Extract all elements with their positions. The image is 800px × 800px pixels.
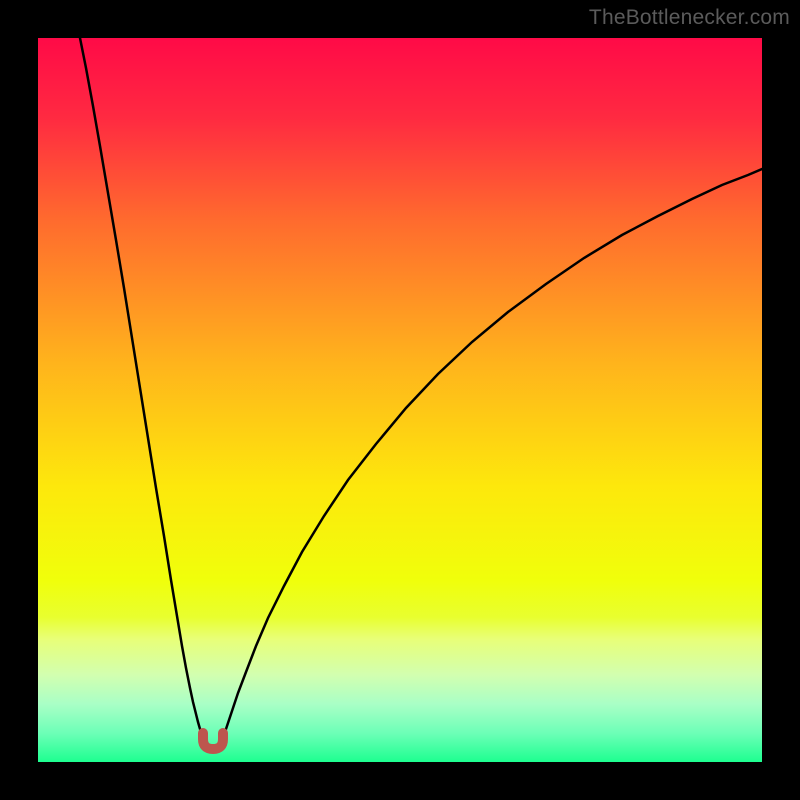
bottleneck-marker-path [203, 733, 223, 749]
plot-area [38, 38, 762, 762]
watermark-text: TheBottlenecker.com [589, 6, 790, 30]
left-curve [80, 38, 202, 735]
right-curve [224, 169, 762, 735]
bottleneck-curves [38, 38, 762, 762]
bottleneck-marker [198, 728, 228, 754]
figure-root: TheBottlenecker.com [0, 0, 800, 800]
